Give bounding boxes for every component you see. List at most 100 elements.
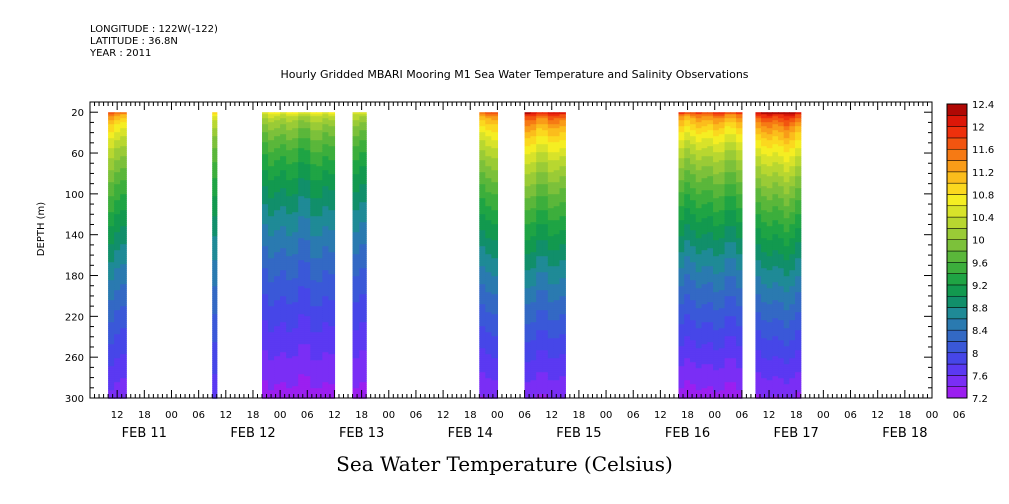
colorbar-swatch <box>946 262 968 274</box>
x-tick-label: 12 <box>871 410 884 421</box>
x-tick-label: 12 <box>654 410 667 421</box>
colorbar-swatch <box>946 239 968 252</box>
data-segment <box>108 112 127 399</box>
y-axis: 20 60 100 140 180 220 260 300 <box>65 101 932 405</box>
colorbar-swatch <box>946 148 968 161</box>
x-tick-label: 06 <box>953 410 966 421</box>
data-segment <box>678 112 743 399</box>
x-tick-label: 00 <box>491 410 504 421</box>
y-tick-label: 220 <box>65 312 84 323</box>
variable-label: Sea Water Temperature (Celsius) <box>336 452 673 476</box>
colorbar-swatch <box>946 341 968 354</box>
colorbar-frame <box>946 103 968 399</box>
x-tick-label: 18 <box>681 410 694 421</box>
colorbar-label: 8 <box>972 349 978 360</box>
colorbar-swatch <box>946 115 968 127</box>
colorbar-swatch <box>946 295 968 308</box>
colorbar-label: 11.2 <box>972 168 994 179</box>
colorbar-label: 9.6 <box>972 258 988 269</box>
colorbar-swatch <box>946 171 968 184</box>
longitude-label: LONGITUDE : 122W(-122) <box>90 24 218 35</box>
colorbar-swatch <box>946 137 968 150</box>
x-tick-label: 06 <box>518 410 531 421</box>
colorbar-label: 12.4 <box>972 100 994 111</box>
x-tick-label: 06 <box>410 410 423 421</box>
x-tick-label: 00 <box>165 410 178 421</box>
data-segment <box>352 112 367 399</box>
x-tick-label: 12 <box>437 410 450 421</box>
x-tick-label: 00 <box>382 410 395 421</box>
colorbar-label: 11.6 <box>972 145 994 156</box>
date-label: FEB 12 <box>230 426 275 441</box>
date-label: FEB 16 <box>665 426 710 441</box>
colorbar-swatch <box>946 318 968 331</box>
y-tick-label: 300 <box>65 394 84 405</box>
colorbar-swatch <box>946 250 968 263</box>
x-tick-label: 00 <box>274 410 287 421</box>
x-tick-label: 12 <box>545 410 558 421</box>
data-segment <box>212 112 218 399</box>
date-label: FEB 14 <box>448 426 493 441</box>
colorbar-swatch <box>946 363 968 376</box>
colorbar-swatch <box>946 182 968 195</box>
date-label: FEB 13 <box>339 426 384 441</box>
x-tick-label: 18 <box>790 410 803 421</box>
y-axis-label: DEPTH (m) <box>36 202 47 256</box>
colorbar-label: 12 <box>972 123 985 134</box>
x-tick-label: 12 <box>111 410 124 421</box>
y-tick-label: 140 <box>65 231 84 242</box>
y-tick-label: 20 <box>71 108 84 119</box>
data-segment <box>479 112 499 399</box>
date-label: FEB 17 <box>774 426 819 441</box>
x-tick-label: 00 <box>817 410 830 421</box>
plot-area <box>108 112 802 399</box>
x-tick-label: 18 <box>898 410 911 421</box>
x-tick-label: 06 <box>192 410 205 421</box>
date-label: FEB 11 <box>122 426 167 441</box>
x-tick-label: 18 <box>247 410 260 421</box>
colorbar-label: 10.8 <box>972 190 994 201</box>
colorbar-label: 10 <box>972 236 985 247</box>
x-tick-label: 12 <box>328 410 341 421</box>
colorbar-swatch <box>946 375 968 387</box>
colorbar-swatch <box>946 126 968 139</box>
x-tick-label: 06 <box>844 410 857 421</box>
x-tick-label: 18 <box>355 410 368 421</box>
x-tick-label: 18 <box>464 410 477 421</box>
colorbar-swatch <box>946 228 968 240</box>
x-tick-label: 00 <box>926 410 939 421</box>
y-tick-label: 100 <box>65 190 84 201</box>
date-label: FEB 15 <box>556 426 601 441</box>
dataset-metadata: LONGITUDE : 122W(-122) LATITUDE : 36.8N … <box>90 24 218 60</box>
x-tick-label: 06 <box>301 410 314 421</box>
date-label: FEB 18 <box>882 426 927 441</box>
colorbar-swatch <box>946 103 968 116</box>
colorbar-label: 7.6 <box>972 371 988 382</box>
colorbar-label: 8.8 <box>972 304 988 315</box>
x-axis: 12 18 00 06 12 18 00 06 12 18 00 06 12 18 00 06 12 18 00 06… <box>89 102 966 441</box>
x-tick-label: 12 <box>219 410 232 421</box>
colorbar-swatch <box>946 307 968 320</box>
colorbar-swatch <box>946 216 968 229</box>
y-tick-label: 180 <box>65 272 84 283</box>
x-tick-label: 18 <box>138 410 151 421</box>
year-label: YEAR : 2011 <box>90 48 152 59</box>
chart-title: Hourly Gridded MBARI Mooring M1 Sea Wate… <box>280 68 749 81</box>
colorbar-swatch <box>946 194 968 207</box>
y-tick-label: 60 <box>71 149 84 160</box>
colorbar-swatch <box>946 284 968 297</box>
colorbar-label: 8.4 <box>972 326 988 337</box>
colorbar-swatch <box>946 160 968 173</box>
x-tick-label: 18 <box>573 410 586 421</box>
colorbar-swatch <box>946 273 968 286</box>
colorbar: 7.2 7.6 8 8.4 8.8 9.2 9.6 10 10.4 10.8 11.2 11.6 12 1… <box>946 100 994 405</box>
colorbar-swatch <box>946 329 968 342</box>
y-tick-label: 260 <box>65 353 84 364</box>
colorbar-label: 10.4 <box>972 213 994 224</box>
data-segment <box>262 112 336 399</box>
colorbar-label: 7.2 <box>972 394 988 405</box>
colorbar-swatch <box>946 205 968 218</box>
data-segment <box>755 112 802 399</box>
colorbar-swatch <box>946 352 968 365</box>
